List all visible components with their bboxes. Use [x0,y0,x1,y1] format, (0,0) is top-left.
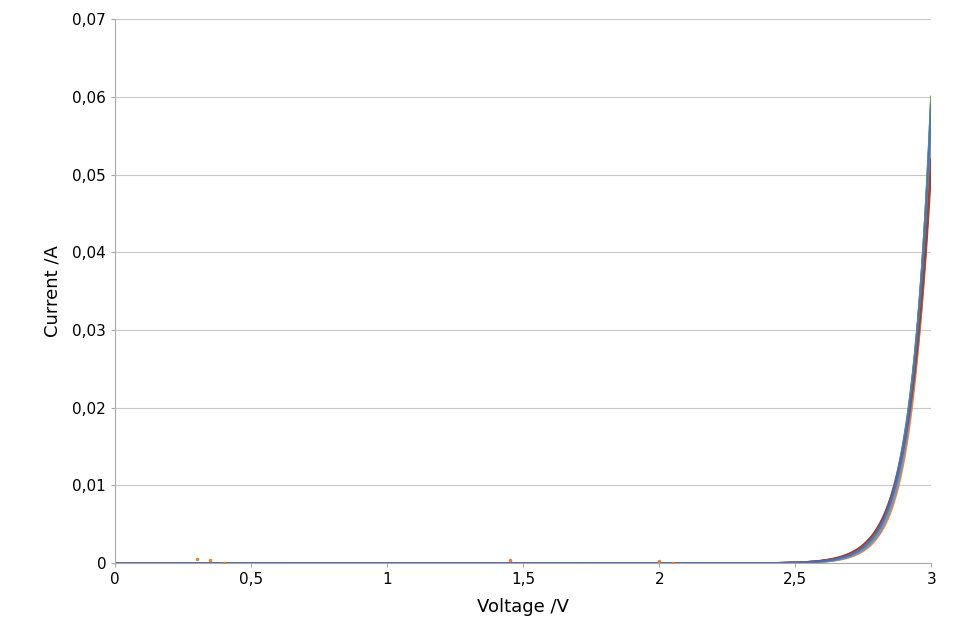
Y-axis label: Current /A: Current /A [43,245,61,337]
X-axis label: Voltage /V: Voltage /V [477,598,569,616]
